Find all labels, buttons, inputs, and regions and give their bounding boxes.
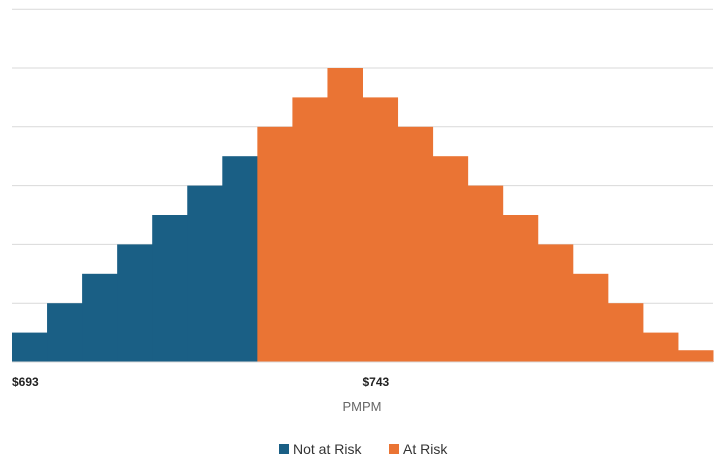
x-tick-label: $693 <box>12 375 39 389</box>
bar-at-risk-13 <box>432 156 469 362</box>
legend-label-at-risk: At Risk <box>403 441 448 457</box>
bar-at-risk-15 <box>502 215 539 362</box>
legend: Not at Risk At Risk <box>279 441 448 457</box>
x-axis-title: PMPM <box>343 399 382 414</box>
legend-swatch-at-risk <box>389 444 399 454</box>
bar-not-at-risk-3 <box>82 273 118 362</box>
bar-not-at-risk-4 <box>117 244 153 362</box>
bar-at-risk-18 <box>607 303 644 362</box>
bar-at-risk-9 <box>292 97 328 363</box>
bar-at-risk-16 <box>537 244 574 362</box>
legend-swatch-not-at-risk <box>279 444 289 454</box>
bar-at-risk-8 <box>257 126 293 362</box>
bar-not-at-risk-7 <box>222 156 258 362</box>
bar-not-at-risk-2 <box>47 303 83 362</box>
legend-label-not-at-risk: Not at Risk <box>293 441 362 457</box>
x-tick-labels: $693 $743 <box>12 375 390 389</box>
bar-not-at-risk-5 <box>152 215 188 362</box>
bar-not-at-risk-6 <box>187 185 223 362</box>
bar-at-risk-19 <box>642 332 679 362</box>
bar-at-risk-10 <box>327 68 363 362</box>
bars <box>12 68 714 363</box>
bar-at-risk-12 <box>397 126 434 362</box>
bar-at-risk-20 <box>677 350 714 362</box>
x-tick-label: $743 <box>363 375 390 389</box>
bar-at-risk-14 <box>467 185 504 362</box>
bar-at-risk-17 <box>572 273 609 362</box>
bar-not-at-risk-1 <box>12 332 48 362</box>
bar-at-risk-11 <box>362 97 399 363</box>
